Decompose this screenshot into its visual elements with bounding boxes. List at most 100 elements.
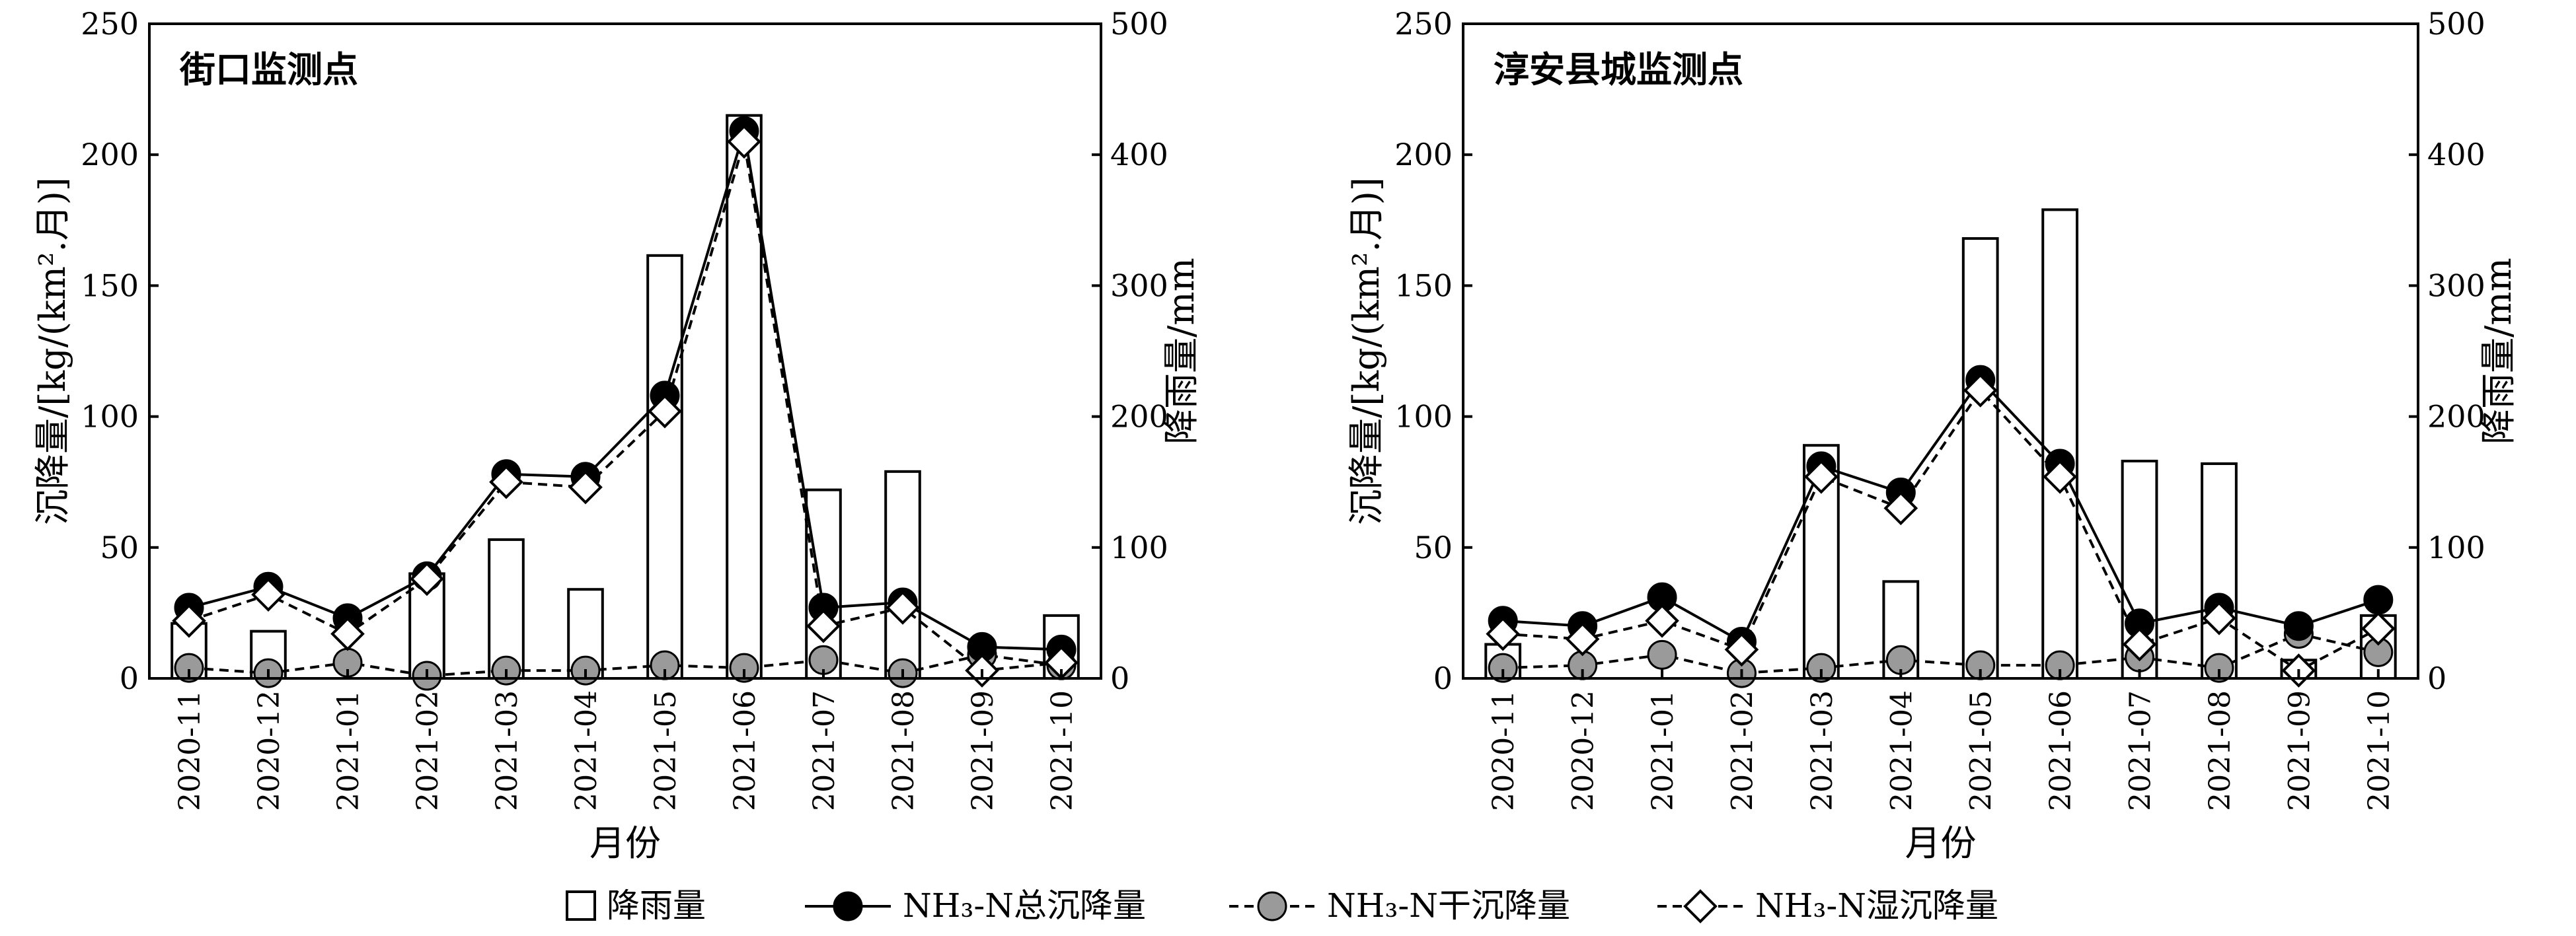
legend-wet-label: NH₃-N湿沉降量 <box>1755 886 1998 925</box>
y-tick-label: 200 <box>81 137 139 172</box>
legend-dry-label: NH₃-N干沉降量 <box>1327 886 1570 925</box>
wet-marker <box>489 464 523 499</box>
y2-tick-label: 200 <box>2427 399 2485 435</box>
wet-marker <box>2122 627 2157 662</box>
x-tick-label: 2021-09 <box>2283 690 2316 811</box>
y2-tick-label: 100 <box>1110 530 1168 565</box>
wet-marker <box>1883 491 1918 526</box>
chart-chunan: 0 50 100 150 200 250 0 100 200 300 400 500 2020-11 20… <box>1345 6 2519 864</box>
dry-marker <box>1488 653 1518 683</box>
wet-marker <box>727 124 761 159</box>
total-marker <box>2283 611 2314 641</box>
rain-bar <box>2041 208 2079 680</box>
y2-tick-label: 300 <box>2427 268 2485 303</box>
wet-marker <box>568 470 603 505</box>
rain-bar <box>646 254 683 680</box>
y2-tick-label: 0 <box>1110 661 1129 696</box>
x-tick-label: 2021-06 <box>728 690 762 811</box>
panel-title: 街口监测点 <box>179 48 358 90</box>
x-tick-label: 2020-12 <box>1567 690 1601 811</box>
x-tick-label: 2021-02 <box>411 690 445 811</box>
x-tick-label: 2020-11 <box>1487 690 1521 811</box>
wet-marker <box>886 591 920 625</box>
legend-dry-marker <box>1257 891 1287 921</box>
x-tick-label: 2021-05 <box>649 690 683 811</box>
wet-marker <box>648 394 682 429</box>
x-tick-label: 2021-09 <box>966 690 1000 811</box>
x-tick-label: 2020-11 <box>173 690 207 811</box>
y-tick-label: 150 <box>81 268 139 303</box>
y-tick-label: 0 <box>1433 661 1453 696</box>
plot-frame <box>1462 22 2419 680</box>
y-tick-label: 200 <box>1394 137 1453 172</box>
x-axis-title: 月份 <box>1905 822 1977 864</box>
y2-axis-title: 降雨量/mm <box>1160 258 1202 445</box>
series-line <box>188 653 1062 678</box>
y-tick-label: 100 <box>1394 399 1453 435</box>
series-line <box>1503 632 2379 675</box>
y-tick-label: 0 <box>120 661 139 696</box>
y2-tick-label: 100 <box>2427 530 2485 565</box>
wet-marker <box>1804 459 1838 494</box>
dry-marker <box>2204 653 2234 683</box>
x-tick-label: 2021-04 <box>1885 690 1918 811</box>
y2-tick-label: 0 <box>2427 661 2446 696</box>
y2-tick-label: 200 <box>1110 399 1168 435</box>
y-tick-label: 50 <box>100 530 139 565</box>
x-tick-label: 2021-04 <box>570 690 603 811</box>
legend: 降雨量 NH₃-N总沉降量 NH₃-N干沉降量 NH₃-N湿沉降量 <box>566 886 1998 925</box>
y-tick-label: 50 <box>1414 530 1453 565</box>
series-line <box>188 130 1062 651</box>
total-marker <box>2363 585 2394 615</box>
wet-marker <box>330 616 365 651</box>
dry-marker <box>174 653 204 683</box>
legend-wet-marker <box>1683 889 1718 923</box>
x-tick-label: 2021-07 <box>2124 690 2158 811</box>
x-tick-label: 2021-07 <box>808 690 841 811</box>
series-line <box>1503 377 2379 644</box>
x-tick-label: 2021-01 <box>1646 690 1680 811</box>
wet-marker <box>1645 603 1679 638</box>
y2-tick-label: 300 <box>1110 268 1168 303</box>
x-tick-label: 2021-10 <box>1045 690 1079 811</box>
wet-marker <box>251 577 285 612</box>
dry-marker <box>1647 639 1677 670</box>
wet-marker <box>1565 622 1600 657</box>
rain-bar <box>488 538 525 680</box>
x-tick-label: 2021-10 <box>2363 690 2396 811</box>
rain-bar <box>884 470 921 680</box>
x-tick-label: 2020-12 <box>252 690 286 811</box>
y-tick-label: 250 <box>1394 6 1453 42</box>
wet-marker <box>806 608 841 643</box>
rain-bar <box>2201 462 2238 680</box>
x-tick-label: 2021-03 <box>1805 690 1839 811</box>
x-tick-label: 2021-05 <box>1965 690 1998 811</box>
rain-bar <box>1961 237 1999 680</box>
dry-marker <box>1806 653 1837 683</box>
y-tick-label: 150 <box>1394 268 1453 303</box>
y2-tick-label: 500 <box>2427 6 2485 42</box>
x-tick-label: 2021-02 <box>1725 690 1759 811</box>
series-line <box>188 141 1062 672</box>
legend-rain-label: 降雨量 <box>607 886 706 925</box>
wet-marker <box>2361 611 2396 646</box>
y-tick-label: 100 <box>81 399 139 435</box>
x-tick-label: 2021-01 <box>332 690 365 811</box>
legend-total-label: NH₃-N总沉降量 <box>903 886 1146 925</box>
y-axis-title: 沉降量/[kg/(km².月)] <box>32 177 73 525</box>
panel-title: 淳安县城监测点 <box>1494 48 1743 90</box>
wet-marker <box>1724 632 1759 667</box>
legend-total-marker <box>833 891 863 921</box>
legend-rain-swatch <box>566 890 596 921</box>
y2-tick-label: 500 <box>1110 6 1168 42</box>
wet-marker <box>172 603 206 638</box>
x-tick-label: 2021-08 <box>887 690 921 811</box>
dry-marker <box>729 653 759 683</box>
wet-marker <box>410 561 444 596</box>
y-axis-title: 沉降量/[kg/(km².月)] <box>1345 177 1387 525</box>
y2-tick-label: 400 <box>2427 137 2485 172</box>
x-tick-label: 2021-06 <box>2044 690 2078 811</box>
series-line <box>1503 388 2379 672</box>
y2-tick-label: 400 <box>1110 137 1168 172</box>
